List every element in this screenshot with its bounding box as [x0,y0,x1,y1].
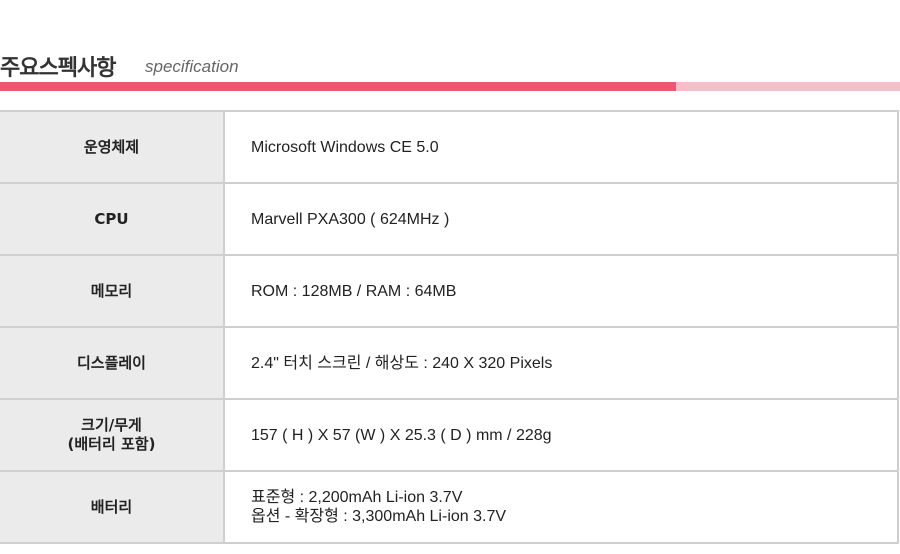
spec-value: ROM : 128MB / RAM : 64MB [223,254,899,328]
spec-label: CPU [0,182,225,256]
spec-row-memory: 메모리 ROM : 128MB / RAM : 64MB [0,254,899,328]
spec-value: Microsoft Windows CE 5.0 [223,110,899,184]
spec-value: 표준형 : 2,200mAh Li-ion 3.7V 옵션 - 확장형 : 3,… [223,470,899,544]
spec-value: 2.4" 터치 스크린 / 해상도 : 240 X 320 Pixels [223,326,899,400]
spec-value: Marvell PXA300 ( 624MHz ) [223,182,899,256]
title-underline-light [676,82,900,91]
spec-row-os: 운영체제 Microsoft Windows CE 5.0 [0,110,899,184]
spec-row-cpu: CPU Marvell PXA300 ( 624MHz ) [0,182,899,256]
spec-label: 메모리 [0,254,225,328]
spec-label-line: (배터리 포함) [67,435,156,453]
page-title: 주요스펙사항 [0,56,116,81]
spec-value-line: 표준형 : 2,200mAh Li-ion 3.7V [251,489,463,506]
spec-row-size-weight: 크기/무게 (배터리 포함) 157 ( H ) X 57 (W ) X 25.… [0,398,899,472]
spec-row-display: 디스플레이 2.4" 터치 스크린 / 해상도 : 240 X 320 Pixe… [0,326,899,400]
spec-table: 운영체제 Microsoft Windows CE 5.0 CPU Marvel… [0,110,899,544]
spec-label: 운영체제 [0,110,225,184]
spec-label: 배터리 [0,470,225,544]
spec-label: 디스플레이 [0,326,225,400]
spec-value-line: 옵션 - 확장형 : 3,300mAh Li-ion 3.7V [251,508,507,525]
spec-label-line: 크기/무게 [81,416,142,434]
spec-label: 크기/무게 (배터리 포함) [0,398,225,472]
page-subtitle: specification [145,57,239,76]
title-underline-accent [0,82,676,91]
spec-value: 157 ( H ) X 57 (W ) X 25.3 ( D ) mm / 22… [223,398,899,472]
spec-row-battery: 배터리 표준형 : 2,200mAh Li-ion 3.7V 옵션 - 확장형 … [0,470,899,544]
